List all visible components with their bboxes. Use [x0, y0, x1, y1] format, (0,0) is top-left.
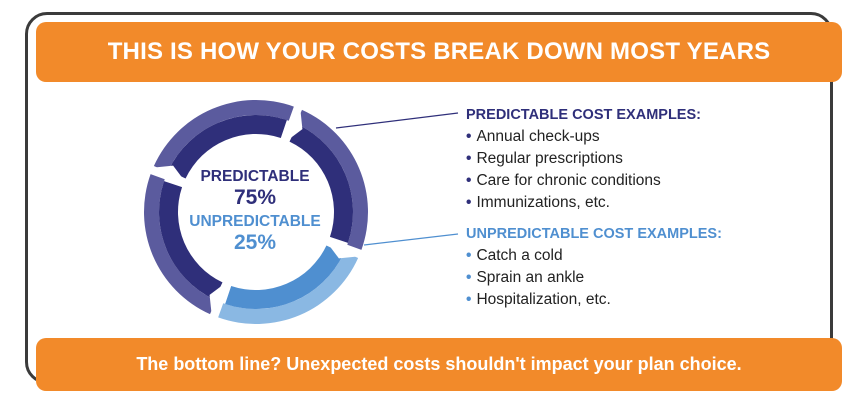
footer-banner: The bottom line? Unexpected costs should… — [36, 338, 842, 391]
predictable-slice-inner — [159, 181, 223, 300]
predictable-heading: PREDICTABLE COST EXAMPLES: — [466, 107, 701, 123]
segment-arrow-notch — [209, 282, 227, 318]
unpredictable-heading: UNPREDICTABLE COST EXAMPLES: — [466, 226, 722, 242]
bullet-icon: • — [466, 150, 472, 167]
header-title: THIS IS HOW YOUR COSTS BREAK DOWN MOST Y… — [107, 38, 771, 65]
header-banner: THIS IS HOW YOUR COSTS BREAK DOWN MOST Y… — [36, 22, 842, 82]
segment-arrow-notch — [150, 165, 186, 183]
segment-arrow-notch — [285, 106, 303, 142]
unpredictable-connector-line — [363, 233, 459, 246]
predictable-slice-outer — [153, 99, 294, 173]
unpredictable-slice-inner — [225, 245, 344, 309]
unpredictable-label: UNPREDICTABLE — [189, 213, 321, 230]
list-item: • Catch a cold — [466, 247, 563, 264]
predictable-slice-outer — [143, 174, 217, 315]
list-item: • Regular prescriptions — [466, 150, 623, 167]
predictable-value: 75% — [233, 186, 277, 209]
list-item: • Immunizations, etc. — [466, 194, 610, 211]
predictable-slice-outer — [295, 109, 368, 250]
unpredictable-examples: UNPREDICTABLE COST EXAMPLES: • Catch a co… — [466, 226, 722, 311]
list-item: • Annual check-ups — [466, 128, 600, 145]
list-item: • Care for chronic conditions — [466, 172, 661, 189]
bullet-icon: • — [466, 247, 472, 264]
predictable-list: • Annual check-ups • Regular prescriptions… — [466, 126, 701, 214]
predictable-examples: PREDICTABLE COST EXAMPLES: • Annual check… — [466, 107, 701, 214]
unpredictable-slice-outer — [218, 251, 359, 324]
predictable-connector-line — [335, 112, 459, 129]
predictable-slice-inner — [168, 115, 287, 179]
bullet-icon: • — [466, 291, 472, 308]
predictable-slice-inner — [289, 124, 353, 243]
bullet-icon: • — [466, 269, 472, 286]
bullet-icon: • — [466, 128, 472, 145]
predictable-label: PREDICTABLE — [200, 168, 310, 185]
unpredictable-list: • Catch a cold • Sprain an ankle • Hospital… — [466, 245, 722, 311]
unpredictable-value: 25% — [233, 231, 277, 254]
list-item: • Sprain an ankle — [466, 269, 585, 286]
bullet-icon: • — [466, 194, 472, 211]
footer-text: The bottom line? Unexpected costs should… — [136, 354, 742, 374]
list-item: • Hospitalization, etc. — [466, 291, 611, 308]
bullet-icon: • — [466, 172, 472, 189]
segment-arrow-notch — [326, 241, 362, 259]
